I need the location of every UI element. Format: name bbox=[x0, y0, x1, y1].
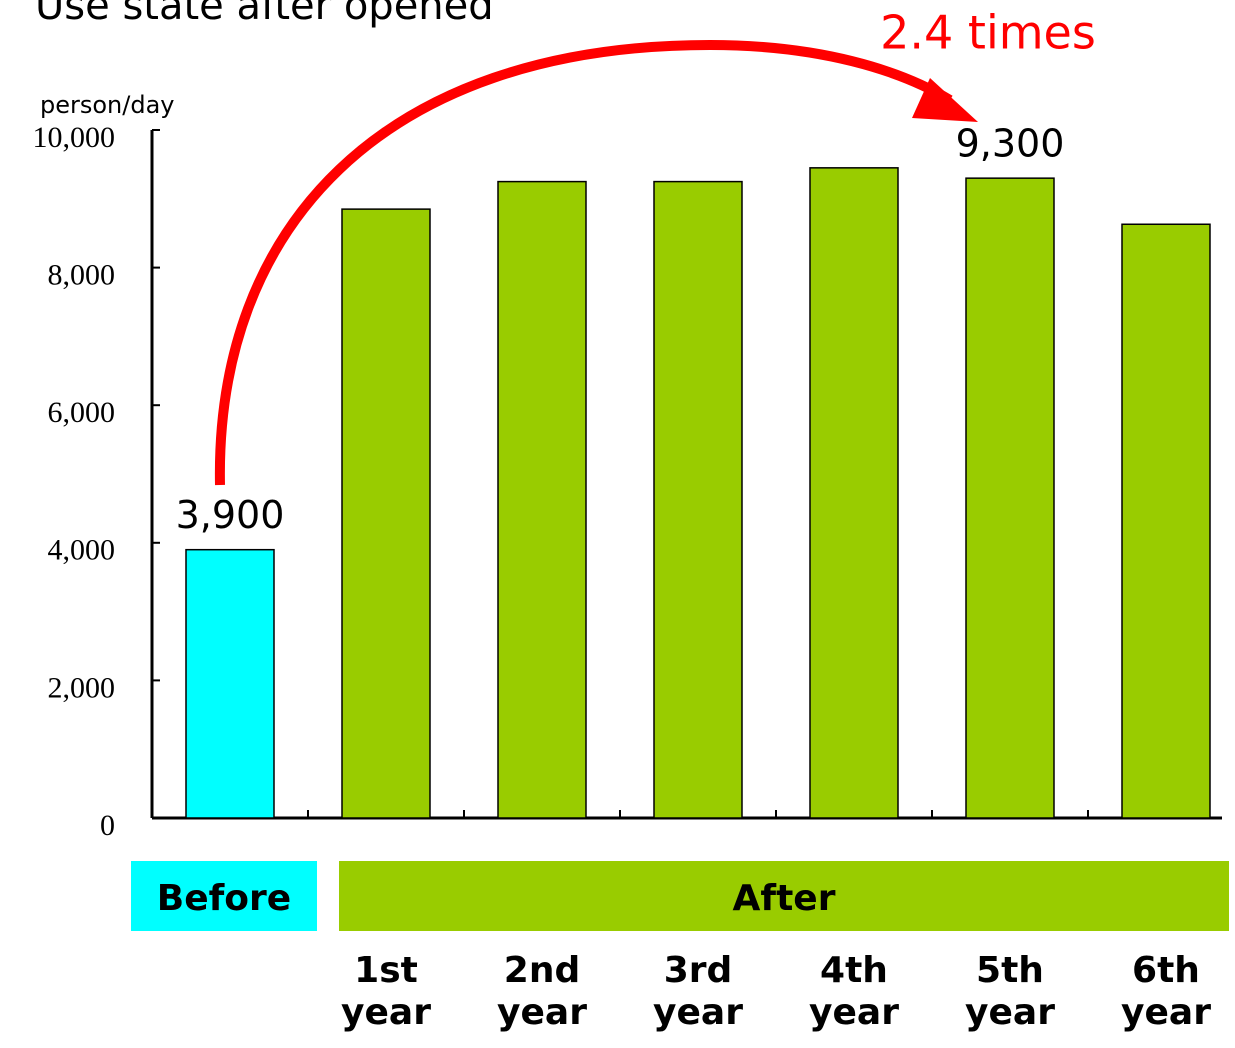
x-tick-label: 2nd year bbox=[497, 950, 587, 1033]
bar bbox=[1121, 223, 1211, 819]
arrow bbox=[214, 39, 953, 486]
y-tick-label: 2,000 bbox=[48, 671, 116, 704]
value-label: 9,300 bbox=[956, 122, 1065, 166]
y-tick-label: 8,000 bbox=[48, 258, 116, 291]
value-label: 3,900 bbox=[176, 493, 285, 537]
x-tick-label: 3rd year bbox=[653, 950, 743, 1033]
bar bbox=[341, 208, 431, 819]
bar bbox=[965, 177, 1055, 819]
arrow-head bbox=[912, 78, 978, 122]
bar bbox=[809, 167, 899, 819]
x-tick-label: 5th year bbox=[965, 950, 1055, 1033]
group-band bbox=[131, 861, 317, 931]
chart-title: Use state after opened bbox=[35, 0, 494, 29]
y-tick-label: 10,000 bbox=[33, 121, 116, 154]
x-tick-label: 4th year bbox=[809, 950, 899, 1033]
y-tick-label: 6,000 bbox=[48, 396, 116, 429]
annotation: 2.4 times bbox=[880, 6, 1096, 60]
bar bbox=[653, 180, 743, 819]
group-band bbox=[339, 861, 1229, 931]
x-tick-label: 6th year bbox=[1121, 950, 1211, 1033]
group-label: Before bbox=[157, 878, 291, 919]
y-tick-label: 0 bbox=[100, 809, 115, 842]
y-tick-label: 4,000 bbox=[48, 534, 116, 567]
group-label: After bbox=[733, 878, 836, 919]
x-tick-label: 1st year bbox=[341, 950, 431, 1033]
y-axis-label: person/day bbox=[40, 91, 175, 119]
bar bbox=[497, 180, 587, 819]
bar bbox=[185, 548, 275, 819]
